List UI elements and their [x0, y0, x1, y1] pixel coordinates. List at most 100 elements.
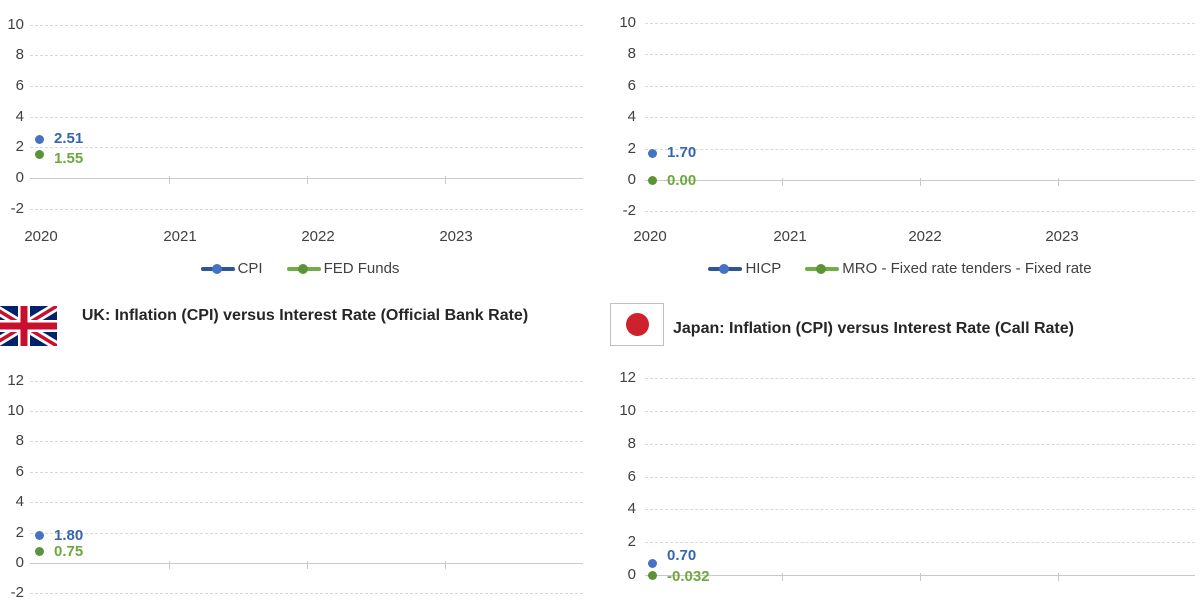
y-axis-tick-label: 6: [15, 76, 24, 94]
y-gridline: [645, 23, 1195, 24]
y-gridline: [645, 476, 1195, 478]
y-axis-tick-label: 0: [627, 566, 636, 583]
x-axis-line: [30, 178, 583, 179]
y-gridline: [30, 441, 583, 443]
uk-flag-icon: [0, 306, 57, 346]
x-axis-tick: [168, 561, 170, 569]
x-axis-tick: [306, 176, 308, 184]
chart-euroarea-hicp-vs-mro: 10 8 6 4 2 0 -2 2020 2021 2022 2023 1.70 0.00 HICP MRO…: [600, 0, 1200, 293]
y-axis-tick-label: -2: [10, 584, 24, 600]
y-gridline: [645, 411, 1195, 412]
data-point-dot: [647, 175, 657, 185]
x-axis-tick: [1058, 178, 1059, 186]
y-axis-tick-label: 12: [7, 371, 24, 389]
y-axis-tick-label: 10: [7, 15, 24, 33]
y-axis-tick-label: 6: [15, 462, 24, 480]
legend-marker-blue-series-icon: [708, 263, 743, 274]
legend-item: HICP: [708, 260, 781, 277]
chart-japan-cpi-vs-callrate: Japan: Inflation (CPI) versus Interest R…: [600, 295, 1200, 600]
y-axis-tick-label: 4: [15, 493, 24, 511]
y-axis-tick-label: 0: [627, 171, 636, 188]
y-axis-tick-label: 2: [627, 139, 636, 157]
y-axis-tick-label: 8: [627, 434, 636, 452]
y-gridline: [30, 24, 583, 26]
legend-label: CPI: [237, 260, 263, 277]
y-gridline: [30, 147, 583, 149]
y-gridline: [30, 380, 583, 382]
x-axis-tick-label: 2021: [773, 228, 807, 245]
data-point-label: 1.55: [54, 150, 84, 168]
legend-item: MRO - Fixed rate tenders - Fixed rate: [805, 260, 1092, 277]
x-axis-tick: [168, 176, 170, 184]
x-axis-tick: [920, 178, 921, 186]
y-axis-tick-label: 8: [15, 46, 24, 64]
y-axis-tick-label: 6: [627, 76, 636, 94]
y-axis-tick-label: 8: [627, 45, 636, 63]
y-axis-tick-label: -2: [622, 202, 636, 220]
y-gridline: [645, 85, 1195, 87]
y-axis-tick-label: 2: [627, 533, 636, 551]
y-gridline: [645, 148, 1195, 150]
y-axis-tick-label: 12: [619, 369, 636, 387]
y-axis-tick-label: 4: [627, 108, 636, 126]
y-gridline: [30, 116, 583, 118]
data-point-dot: [647, 559, 657, 569]
chart-title-japan: Japan: Inflation (CPI) versus Interest R…: [673, 320, 1074, 337]
x-axis-tick: [782, 573, 783, 581]
x-axis-tick: [445, 561, 446, 569]
data-point-dot: [34, 547, 44, 557]
y-gridline: [30, 532, 583, 534]
legend-item: FED Funds: [286, 260, 399, 277]
japan-flag-icon: [610, 303, 664, 346]
x-axis-tick-label: 2020: [633, 228, 667, 245]
chart-us-cpi-vs-fedfunds: 10 8 6 4 2 0 -2 2020 2021 2022 2023 2.51 1.55 CPI FED …: [0, 0, 600, 293]
y-axis-tick-label: -2: [10, 199, 24, 217]
x-axis-tick-label: 2022: [908, 228, 942, 245]
y-gridline: [30, 593, 583, 595]
data-point-dot: [647, 571, 657, 581]
data-point-label: 2.51: [54, 130, 84, 148]
y-gridline: [30, 502, 583, 504]
x-axis-tick: [1058, 573, 1059, 581]
x-axis-tick: [782, 178, 783, 186]
y-axis-tick-label: 0: [15, 554, 24, 571]
y-axis-tick-label: 2: [15, 523, 24, 541]
x-axis-tick-label: 2020: [24, 228, 58, 245]
data-point-dot: [34, 134, 44, 144]
data-point-label: 0.00: [667, 172, 697, 189]
chart-legend: CPI FED Funds: [0, 260, 600, 277]
legend-dot: [297, 263, 308, 274]
y-axis-tick-label: 10: [619, 402, 636, 419]
y-gridline: [645, 443, 1195, 445]
legend-label: HICP: [745, 260, 782, 277]
data-point-label: 1.70: [667, 144, 697, 162]
chart-title-uk: UK: Inflation (CPI) versus Interest Rate…: [81, 307, 529, 324]
x-axis-tick-label: 2023: [1045, 228, 1079, 245]
legend-marker-green-series-icon: [286, 263, 321, 274]
data-point-dot: [647, 148, 657, 158]
y-gridline: [30, 471, 583, 473]
y-gridline: [30, 411, 583, 412]
y-gridline: [645, 378, 1195, 380]
x-axis-tick-label: 2023: [439, 228, 473, 245]
y-gridline: [645, 117, 1195, 119]
data-point-dot: [34, 149, 44, 159]
y-gridline: [645, 542, 1195, 544]
legend-dot: [719, 263, 730, 274]
y-gridline: [30, 208, 583, 210]
legend-dot: [211, 263, 222, 274]
data-point-label: 0.70: [667, 546, 697, 564]
legend-marker-blue-series-icon: [200, 263, 235, 274]
legend-dot: [816, 263, 827, 274]
y-axis-tick-label: 4: [627, 500, 636, 518]
y-gridline: [645, 509, 1195, 511]
y-axis-tick-label: 0: [15, 169, 24, 186]
japan-flag-disc: [625, 313, 649, 336]
x-axis-tick-label: 2021: [163, 228, 197, 245]
y-gridline: [30, 85, 583, 87]
x-axis-tick: [445, 176, 446, 184]
y-gridline: [645, 211, 1195, 213]
y-axis-tick-label: 10: [7, 402, 24, 419]
x-axis-tick-label: 2022: [301, 228, 335, 245]
